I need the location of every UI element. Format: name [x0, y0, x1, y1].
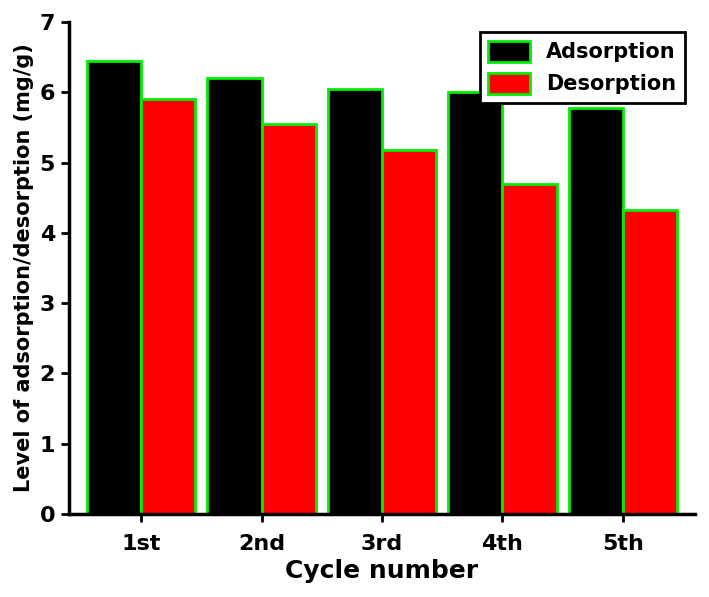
Bar: [623, 210, 677, 514]
Bar: [328, 89, 382, 514]
X-axis label: Cycle number: Cycle number: [286, 559, 479, 583]
Legend: Adsorption, Desorption: Adsorption, Desorption: [479, 32, 685, 103]
Bar: [208, 78, 262, 514]
Bar: [382, 150, 436, 514]
Bar: [141, 99, 196, 514]
Bar: [262, 124, 316, 514]
Bar: [503, 184, 557, 514]
Y-axis label: Level of adsorption/desorption (mg/g): Level of adsorption/desorption (mg/g): [14, 44, 34, 493]
Bar: [87, 60, 141, 514]
Bar: [448, 92, 503, 514]
Bar: [569, 107, 623, 514]
